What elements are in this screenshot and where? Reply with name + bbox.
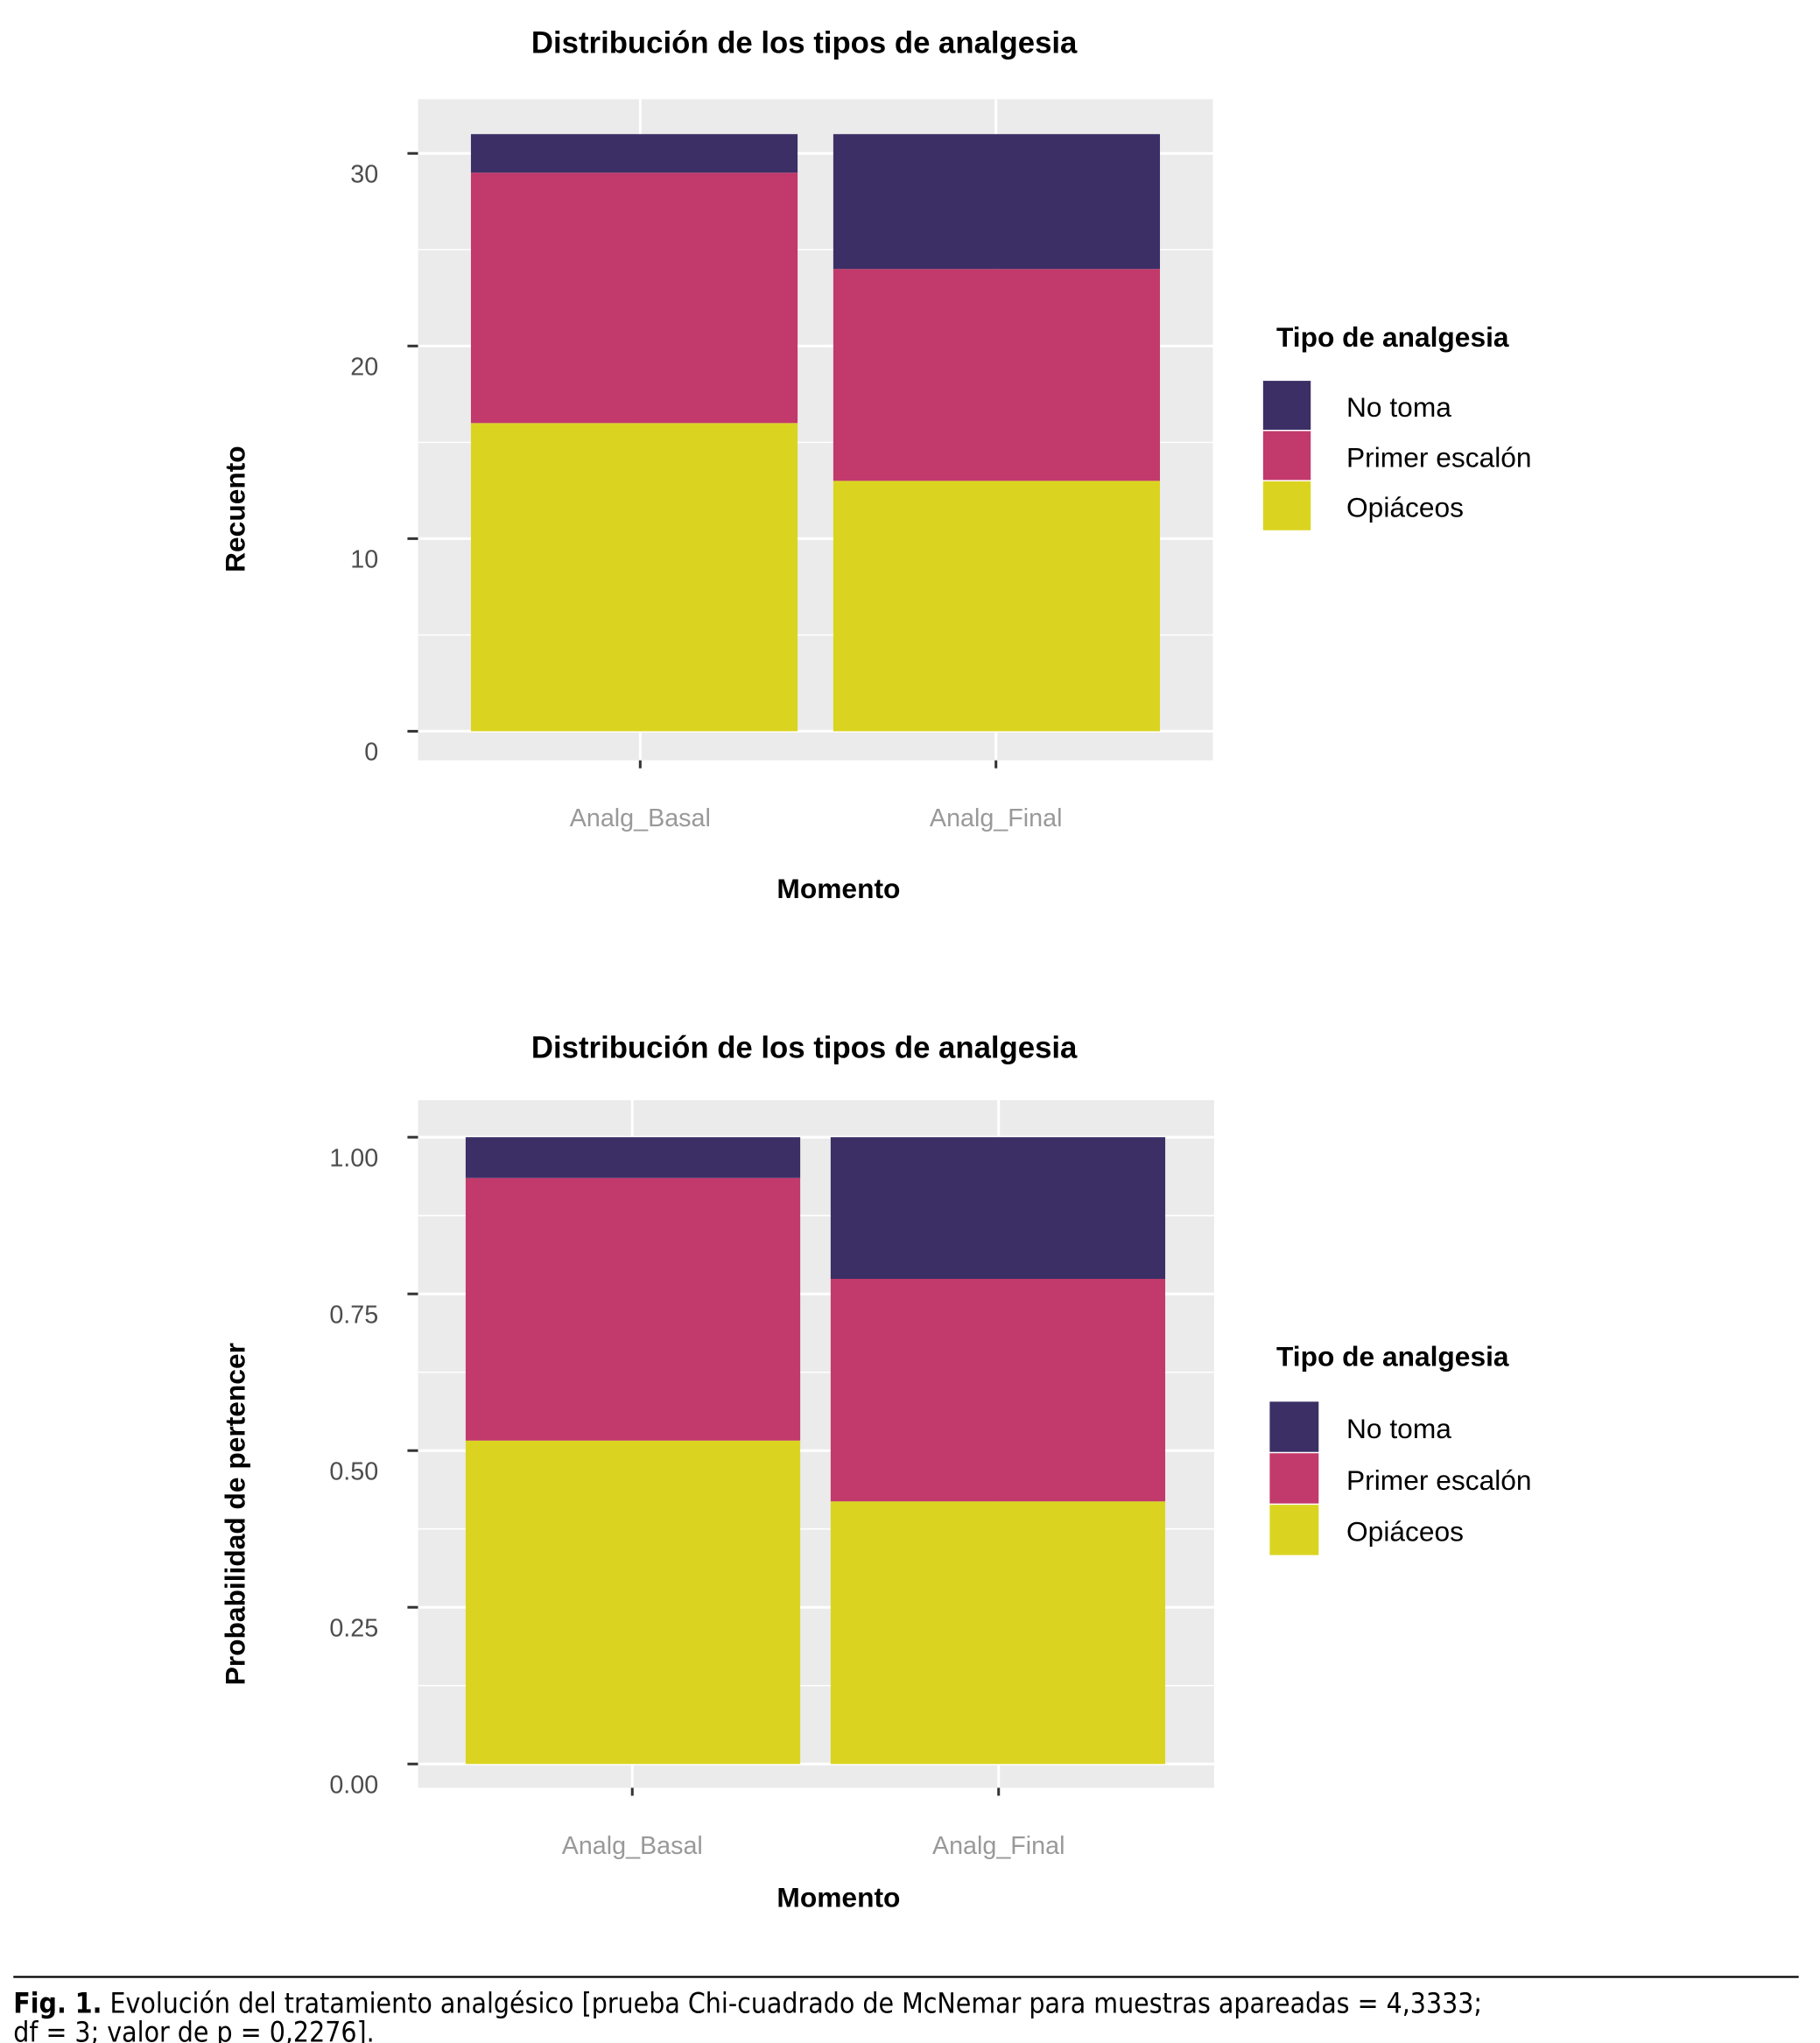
legend-label: No toma <box>1346 391 1451 423</box>
y-tick-label: 1.00 <box>329 1144 378 1172</box>
x-tick-label: Analg_Final <box>930 804 1063 832</box>
legend-key <box>1269 1401 1319 1452</box>
legend-title: Tipo de analgesia <box>1276 321 1509 353</box>
bar-Analg_Basal-No-toma <box>465 1137 801 1178</box>
bar-Analg_Final-Primer-escalón <box>830 1279 1166 1502</box>
x-tick-label: Analg_Basal <box>562 1832 703 1860</box>
caption-line2: df = 3; valor de p = 0,2276]. <box>13 2017 374 2043</box>
legend-label: Opiáceos <box>1346 1516 1464 1548</box>
legend-label: No toma <box>1346 1413 1451 1444</box>
x-tick-label: Analg_Basal <box>570 804 711 832</box>
y-axis-title: Recuento <box>220 446 251 572</box>
bar-Analg_Final-No-toma <box>833 134 1161 270</box>
bar-Analg_Final-No-toma <box>830 1137 1166 1280</box>
legend-key <box>1269 1453 1319 1504</box>
legend-label: Opiáceos <box>1346 492 1464 523</box>
chart-title: Distribución de los tipos de analgesia <box>531 26 1078 60</box>
y-tick-label: 0.25 <box>329 1614 378 1642</box>
bar-Analg_Final-Opiáceos <box>833 481 1161 732</box>
y-tick-label: 0.50 <box>329 1457 378 1485</box>
legend-title: Tipo de analgesia <box>1276 1341 1509 1373</box>
y-tick-label: 20 <box>350 354 378 382</box>
legend-key <box>1262 381 1311 430</box>
y-tick-label: 0.00 <box>329 1771 378 1799</box>
bar-Analg_Basal-Primer-escalón <box>470 172 798 424</box>
x-axis-title: Momento <box>776 1881 900 1913</box>
legend-key <box>1269 1505 1319 1555</box>
chart-proportions: Distribución de los tipos de analgesia An… <box>220 1032 1532 1913</box>
bar-Analg_Final-Primer-escalón <box>833 269 1161 481</box>
legend-label: Primer escalón <box>1346 441 1532 473</box>
y-axis-title: Probabilidad de pertencer <box>220 1343 251 1685</box>
bar-Analg_Final-Opiáceos <box>830 1501 1166 1765</box>
y-tick-label: 0 <box>364 739 378 767</box>
bar-Analg_Basal-Primer-escalón <box>465 1177 801 1441</box>
legend-label: Primer escalón <box>1346 1464 1532 1496</box>
chart-counts: Distribución de los tipos de analgesia An… <box>220 26 1532 903</box>
x-axis-title: Momento <box>776 873 900 904</box>
bar-Analg_Basal-Opiáceos <box>470 423 798 732</box>
legend-key <box>1262 431 1311 481</box>
y-tick-label: 0.75 <box>329 1301 378 1329</box>
y-tick-label: 10 <box>350 546 378 574</box>
caption-line1: Fig. 1. Evolución del tratamiento analgé… <box>13 1988 1482 2019</box>
x-tick-label: Analg_Final <box>932 1832 1065 1860</box>
y-tick-label: 30 <box>350 160 378 188</box>
chart-title: Distribución de los tipos de analgesia <box>531 1032 1078 1065</box>
bar-Analg_Basal-No-toma <box>470 134 798 173</box>
legend-key <box>1262 481 1311 530</box>
bar-Analg_Basal-Opiáceos <box>465 1440 801 1765</box>
